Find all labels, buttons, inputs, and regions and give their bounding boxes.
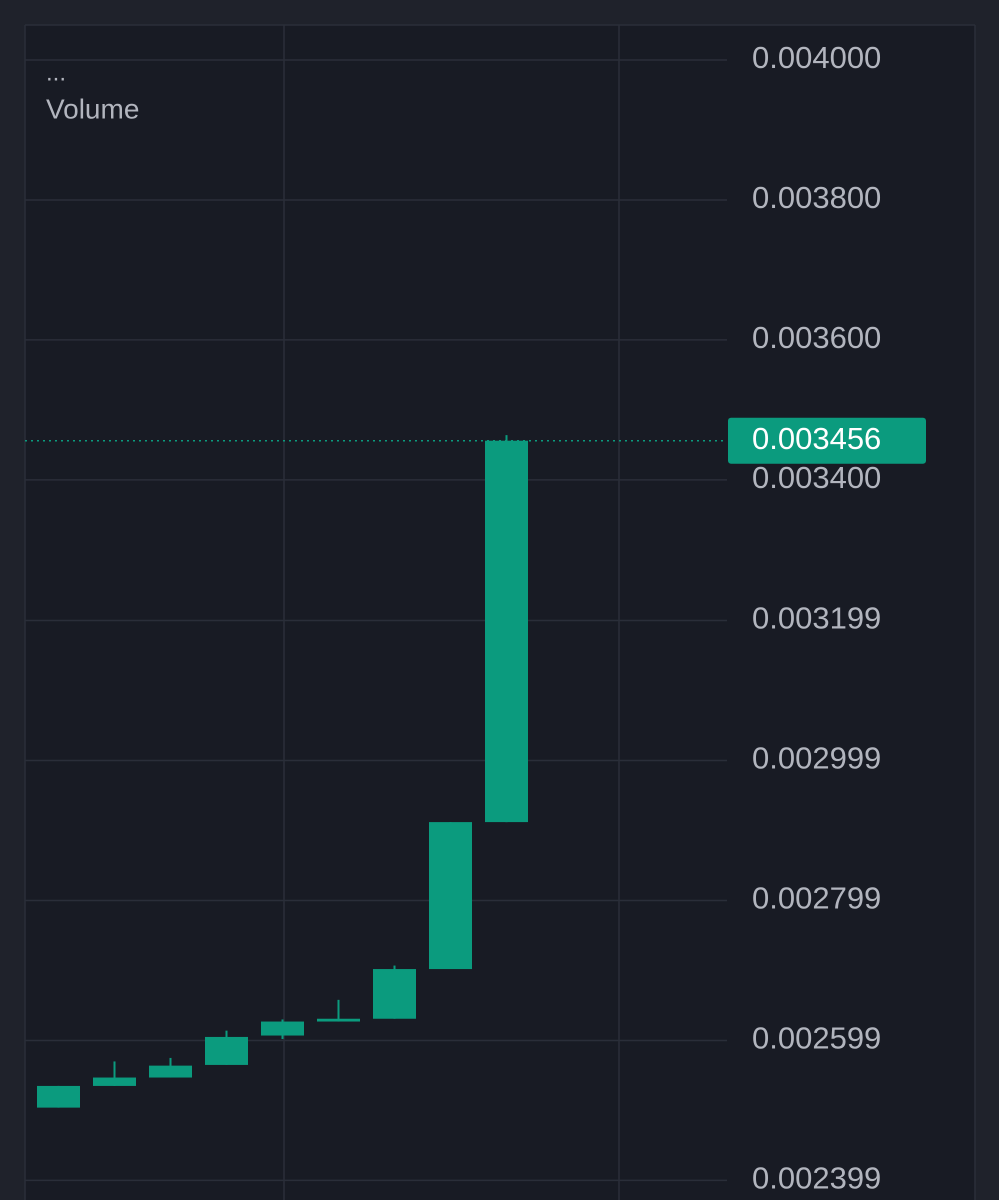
y-tick-label: 0.002399 [752,1161,881,1196]
candle-body [205,1036,248,1065]
y-tick-label: 0.004000 [752,40,881,75]
legend-label: Volume [46,93,139,124]
y-tick-label: 0.003600 [752,320,881,355]
y-tick-label: 0.002599 [752,1021,881,1056]
last-price-tag [728,417,926,464]
candle-body [37,1085,80,1108]
last-price-label: 0.003456 [752,421,881,456]
candle-body [93,1077,136,1086]
y-tick-label: 0.003400 [752,460,881,495]
candle-body [149,1065,192,1078]
y-tick-label: 0.002999 [752,741,881,776]
y-tick-label: 0.003800 [752,180,881,215]
candle-body [429,822,472,970]
candle-body [373,969,416,1019]
candle-body [485,440,528,823]
candle-body [261,1021,304,1036]
y-tick-label: 0.002799 [752,881,881,916]
menu-dots[interactable]: ... [46,59,66,86]
y-tick-label: 0.003199 [752,601,881,636]
candle-body [317,1018,360,1022]
